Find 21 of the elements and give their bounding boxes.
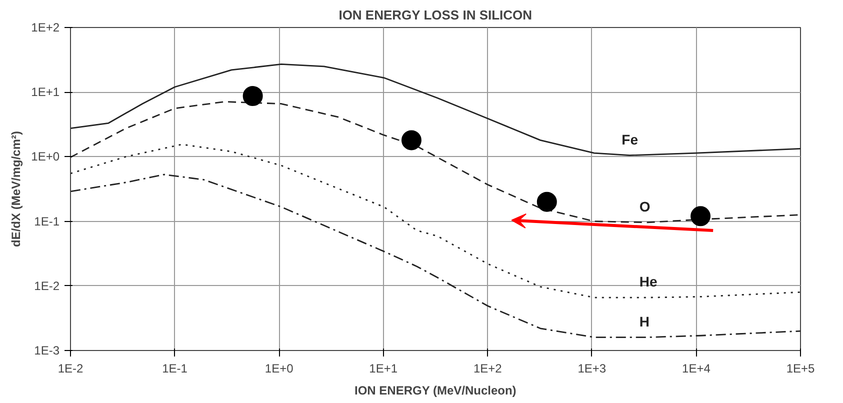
chart-title: ION ENERGY LOSS IN SILICON (338, 8, 532, 22)
x-tick-label: 1E+1 (369, 362, 398, 376)
y-tick-label: 1E-2 (34, 278, 60, 293)
series-label: H (639, 313, 650, 330)
x-axis-title: ION ENERGY (MeV/Nucleon) (354, 384, 516, 398)
series-label: He (639, 274, 658, 290)
y-tick-label: 1E-1 (34, 214, 60, 228)
x-tick-label: 1E-2 (58, 362, 84, 376)
x-tick-label: 1E-1 (162, 362, 188, 376)
x-tick-label: 1E+4 (682, 362, 711, 376)
series-label: O (639, 198, 650, 214)
x-tick-label: 1E+0 (264, 362, 294, 376)
series-label: Fe (622, 131, 638, 148)
x-tick-label: 1E+2 (473, 362, 502, 376)
x-tick-label: 1E+5 (786, 362, 816, 376)
y-tick-label: 1E+0 (31, 150, 60, 164)
y-tick-label: 1E+1 (31, 85, 60, 100)
y-axis-title: dE/dX (MeV/mg/cm²) (9, 130, 24, 248)
y-tick-label: 1E+2 (31, 20, 60, 34)
y-tick-label: 1E-3 (34, 344, 60, 358)
x-tick-label: 1E+3 (578, 362, 606, 376)
